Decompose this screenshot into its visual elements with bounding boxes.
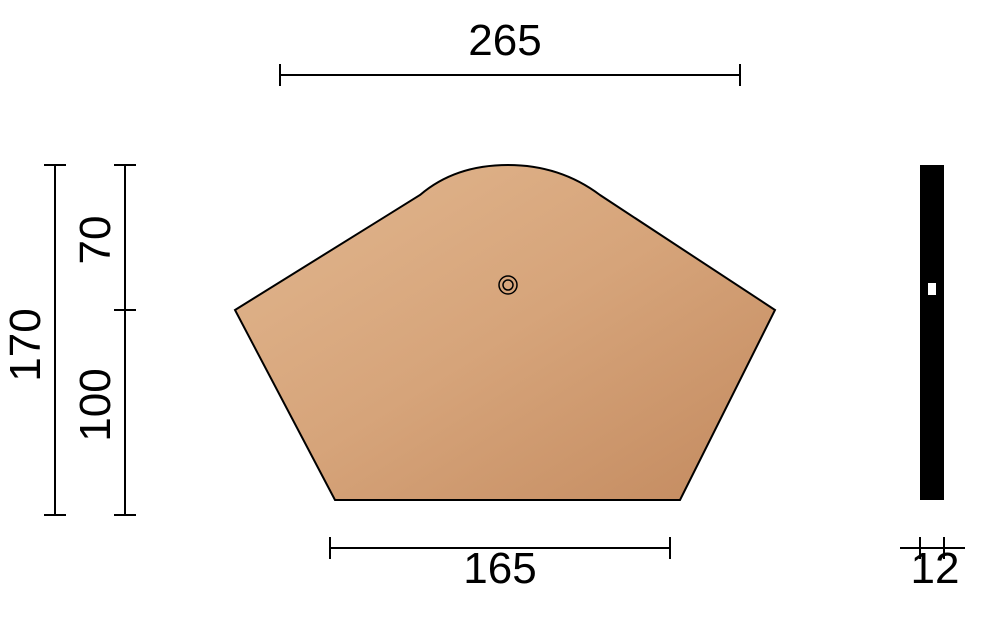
- dim-width-top: 265: [468, 16, 541, 65]
- dim-height-total: 170: [1, 308, 50, 381]
- side-profile: [920, 165, 944, 500]
- dim-thickness: 12: [911, 544, 960, 593]
- dim-height-upper: 70: [71, 216, 120, 265]
- part-shape: [235, 165, 775, 500]
- side-profile-notch: [928, 283, 936, 295]
- dim-width-bottom: 165: [463, 544, 536, 593]
- dim-height-lower: 100: [71, 368, 120, 441]
